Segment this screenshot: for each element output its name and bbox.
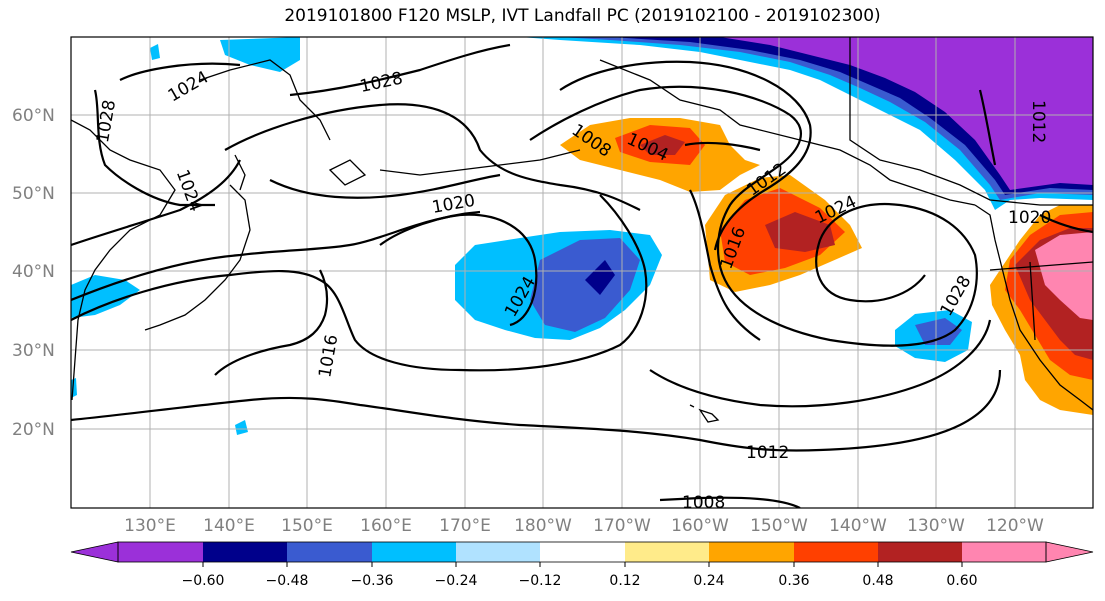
lat-label: 20°N [12,420,55,440]
colorbar-cell [625,542,709,562]
colorbar-tick-label: −0.12 [519,573,562,589]
isobar-label: 1020 [1008,208,1051,228]
colorbar-cell [287,542,372,562]
colorbar-cell [203,542,287,562]
colorbar-right-extension [1045,541,1094,563]
longitude-labels: 130°E 140°E 150°E 160°E 170°E 180°W 170°… [124,516,1044,536]
isobar-label: 1012 [1028,100,1048,143]
lat-label: 30°N [12,341,55,361]
lon-label: 160°W [671,516,729,536]
colorbar-frame [117,541,1047,563]
lon-label: 170°E [439,516,491,536]
isobars [71,43,1093,508]
colorbar-cell [456,542,540,562]
colorbar: −0.60 −0.48 −0.36 −0.24 −0.12 0.12 0.24 … [70,541,1094,589]
lon-label: 130°E [124,516,176,536]
lon-label: 170°W [593,516,651,536]
colorbar-tick-label: 0.24 [693,573,724,589]
colorbar-cell [709,542,794,562]
colorbar-tick-label: 0.36 [778,573,809,589]
colorbar-tick-label: 0.60 [946,573,977,589]
colorbar-cell [540,542,625,562]
lon-label: 140°W [829,516,887,536]
colorbar-tick-label: −0.24 [435,573,478,589]
lon-label: 150°E [281,516,333,536]
colorbar-tick-label: −0.60 [182,573,225,589]
lon-label: 130°W [907,516,965,536]
colorbar-cell [118,542,203,562]
lon-label: 160°E [360,516,412,536]
lon-label: 140°E [203,516,255,536]
colorbar-tick-label: −0.36 [351,573,394,589]
latitude-labels: 60°N 50°N 40°N 30°N 20°N [12,106,55,440]
lat-label: 50°N [12,184,55,204]
colorbar-cell [794,542,878,562]
lon-label: 180°W [514,516,572,536]
colorbar-cell [372,542,456,562]
colorbar-cells [118,542,1046,562]
lon-label: 120°W [986,516,1044,536]
lat-label: 60°N [12,106,55,126]
colorbar-tick-label: −0.48 [266,573,309,589]
colorbar-cell [878,542,962,562]
colorbar-cell [962,542,1046,562]
lat-label: 40°N [12,262,55,282]
lon-label: 150°W [750,516,808,536]
colorbar-tick-label: 0.12 [609,573,640,589]
colorbar-tick-labels: −0.60 −0.48 −0.36 −0.24 −0.12 0.12 0.24 … [182,573,978,589]
map-title: 2019101800 F120 MSLP, IVT Landfall PC (2… [284,6,881,26]
isobar-label: 1012 [746,443,789,463]
ivt-shading [71,37,1093,435]
colorbar-tick-label: 0.48 [862,573,893,589]
colorbar-left-extension [70,541,119,563]
isobar-label: 1008 [682,493,725,513]
map-area: 1024 1028 1028 1024 1020 1008 1004 1012 … [71,37,1093,513]
map-frame [70,36,1094,509]
colorbar-ticks [202,562,963,567]
